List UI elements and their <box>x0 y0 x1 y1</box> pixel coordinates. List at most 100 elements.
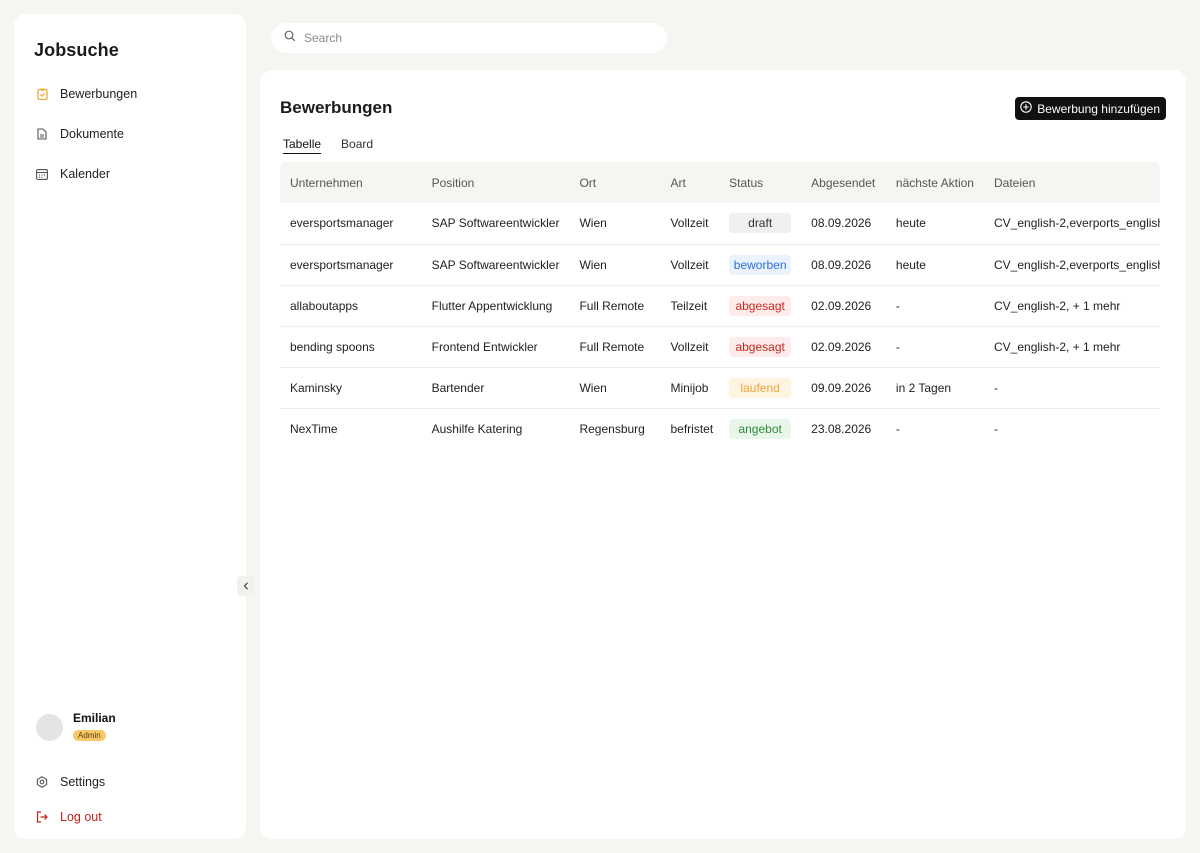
clipboard-icon <box>36 88 48 100</box>
cell-next-action: heute <box>885 244 984 286</box>
sidebar-item-label: Kalender <box>60 167 111 181</box>
table-row[interactable]: bending spoons Frontend Entwickler Full … <box>280 326 1160 368</box>
column-header[interactable]: Dateien <box>994 175 1036 190</box>
cell-files[interactable]: CV_english-2,everports_english <box>984 203 1160 245</box>
cell-art: Teilzeit <box>660 285 724 327</box>
collapse-sidebar-button[interactable] <box>237 576 255 596</box>
cell-art: Vollzeit <box>660 326 724 368</box>
sidebar-item-bewerbungen[interactable]: Bewerbungen <box>36 84 137 104</box>
user-name: Emilian <box>73 711 116 725</box>
add-application-label: Bewerbung hinzufügen <box>1037 101 1160 116</box>
user-profile[interactable]: Emilian Admin <box>36 711 116 743</box>
search-bar[interactable] <box>271 23 667 53</box>
cell-files[interactable]: CV_english-2,everports_english <box>984 244 1160 286</box>
cell-art: befristet <box>670 421 714 436</box>
cell-position: Bartender <box>421 367 570 409</box>
cell-ort: Full Remote <box>569 326 661 368</box>
cell-files[interactable]: CV_english-2, + 1 mehr <box>984 326 1160 368</box>
sidebar: Jobsuche Bewerbungen Dokumente Kalender … <box>14 14 246 839</box>
cell-unternehmen: NexTime <box>290 421 338 436</box>
view-tabs: Tabelle Board <box>283 137 373 154</box>
column-header[interactable]: Unternehmen <box>290 175 363 190</box>
calendar-icon <box>36 168 48 180</box>
cell-abgesendet: 02.09.2026 <box>801 285 886 327</box>
tab-board[interactable]: Board <box>341 137 374 151</box>
cell-unternehmen: allaboutapps <box>280 285 422 327</box>
status-badge: abgesagt <box>729 336 792 357</box>
document-icon <box>36 128 48 140</box>
cell-next-action: - <box>895 421 900 436</box>
cell-next-action: - <box>885 326 984 368</box>
role-badge: Admin <box>73 730 106 741</box>
app-title: Jobsuche <box>34 40 119 60</box>
cell-unternehmen: eversportsmanager <box>280 203 422 245</box>
cell-files[interactable]: - <box>984 367 1160 409</box>
page-title: Bewerbungen <box>280 98 393 117</box>
cell-status: abgesagt <box>723 326 802 368</box>
table-row[interactable]: eversportsmanager SAP Softwareentwickler… <box>280 244 1160 286</box>
table-row[interactable]: eversportsmanager SAP Softwareentwickler… <box>280 203 1160 245</box>
logout-icon <box>36 811 48 823</box>
status-badge: laufend <box>729 377 792 398</box>
cell-status: draft <box>723 203 802 245</box>
cell-abgesendet: 23.08.2026 <box>811 421 872 436</box>
cell-abgesendet: 02.09.2026 <box>801 326 886 368</box>
applications-table: Unternehmen Position Ort Art Status Abge… <box>280 162 1160 449</box>
plus-circle-icon <box>1020 101 1032 116</box>
add-application-button[interactable]: Bewerbung hinzufügen <box>1015 97 1166 120</box>
column-header[interactable]: Abgesendet <box>811 175 876 190</box>
cell-position: SAP Softwareentwickler <box>421 244 570 286</box>
tab-tabelle[interactable]: Tabelle <box>283 137 322 154</box>
cell-ort: Full Remote <box>569 285 661 327</box>
cell-abgesendet: 08.09.2026 <box>801 203 886 245</box>
table-row[interactable]: NexTime Aushilfe Katering Regensburg bef… <box>280 408 1160 449</box>
cell-ort: Regensburg <box>579 421 645 436</box>
status-badge: draft <box>729 213 792 234</box>
column-header[interactable]: nächste Aktion <box>895 175 974 190</box>
cell-ort: Wien <box>569 244 661 286</box>
sidebar-item-kalender[interactable]: Kalender <box>36 164 110 184</box>
sidebar-item-dokumente[interactable]: Dokumente <box>36 124 124 144</box>
logout-button[interactable]: Log out <box>36 807 102 827</box>
search-icon <box>284 29 296 47</box>
table-row[interactable]: allaboutapps Flutter Appentwicklung Full… <box>280 285 1160 327</box>
chevron-left-icon <box>243 577 249 595</box>
avatar <box>36 713 63 741</box>
main-panel: Bewerbungen Bewerbung hinzufügen Tabelle… <box>260 70 1186 839</box>
cell-status: laufend <box>723 367 802 409</box>
sidebar-item-label: Bewerbungen <box>60 87 138 101</box>
column-header[interactable]: Art <box>670 175 686 190</box>
cell-ort: Wien <box>569 203 661 245</box>
column-header[interactable]: Position <box>431 175 475 190</box>
cell-ort: Wien <box>569 367 661 409</box>
cell-art: Minijob <box>660 367 724 409</box>
cell-abgesendet: 08.09.2026 <box>801 244 886 286</box>
status-badge: abgesagt <box>729 295 792 316</box>
cell-files[interactable]: - <box>994 421 998 436</box>
cell-position: Flutter Appentwicklung <box>421 285 570 327</box>
cell-status: angebot <box>723 408 801 449</box>
cell-position: Aushilfe Katering <box>431 421 523 436</box>
cell-next-action: - <box>885 285 984 327</box>
column-header[interactable]: Ort <box>579 175 597 190</box>
cell-unternehmen: bending spoons <box>280 326 422 368</box>
status-badge: angebot <box>729 418 792 439</box>
table-row[interactable]: Kaminsky Bartender Wien Minijob laufend … <box>280 367 1160 409</box>
column-header[interactable]: Status <box>729 175 764 190</box>
settings-icon <box>36 776 48 788</box>
status-badge: beworben <box>729 254 792 275</box>
cell-files[interactable]: CV_english-2, + 1 mehr <box>984 285 1160 327</box>
logout-label: Log out <box>60 810 102 824</box>
search-input[interactable] <box>304 31 624 45</box>
cell-position: Frontend Entwickler <box>421 326 570 368</box>
table-header-row: Unternehmen Position Ort Art Status Abge… <box>280 162 1160 203</box>
cell-art: Vollzeit <box>660 244 724 286</box>
cell-status: beworben <box>723 244 802 286</box>
cell-unternehmen: eversportsmanager <box>280 244 422 286</box>
cell-art: Vollzeit <box>660 203 724 245</box>
cell-next-action: in 2 Tagen <box>885 367 984 409</box>
sidebar-item-label: Dokumente <box>60 127 124 141</box>
cell-status: abgesagt <box>723 285 802 327</box>
cell-next-action: heute <box>885 203 984 245</box>
settings-button[interactable]: Settings <box>36 772 105 792</box>
